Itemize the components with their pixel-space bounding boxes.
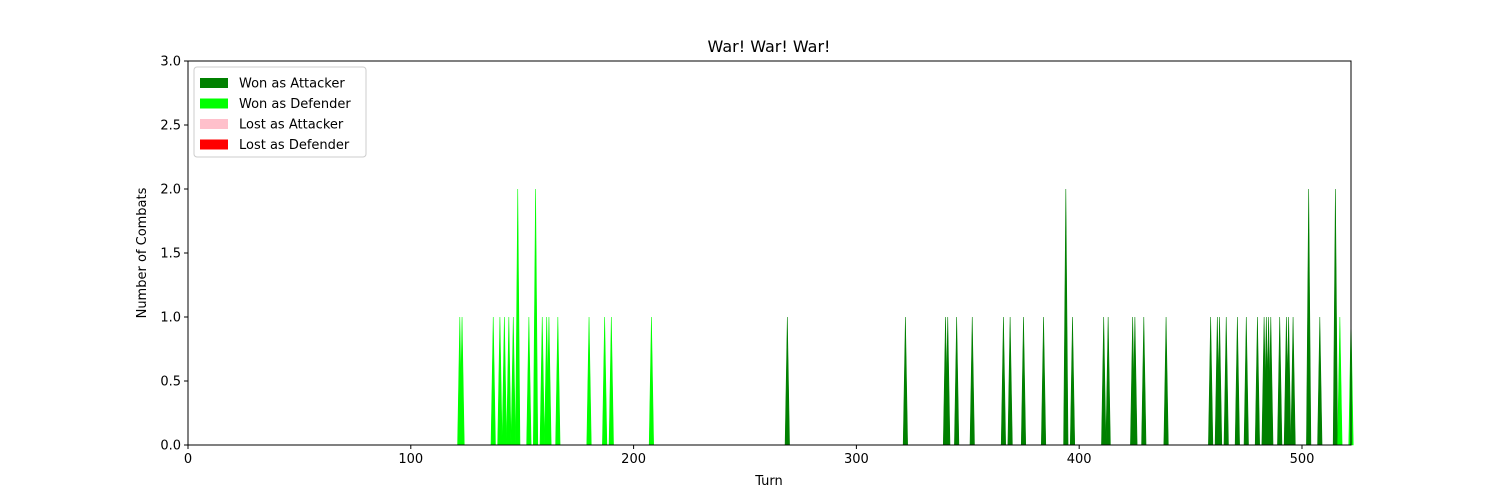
y-tick-label: 3.0 — [160, 55, 181, 70]
legend-swatch — [200, 139, 228, 150]
legend-box — [193, 66, 367, 158]
x-axis-label: Turn — [754, 474, 783, 489]
y-tick-label: 0.0 — [160, 439, 181, 454]
y-tick-label: 1.5 — [160, 247, 181, 262]
y-tick-label: 2.5 — [160, 119, 181, 134]
y-axis-label: Number of Combats — [135, 187, 150, 318]
series-won-as-defender — [457, 188, 1354, 446]
y-tick-label: 0.5 — [160, 375, 181, 390]
x-tick-label: 0 — [184, 452, 192, 467]
series-layer — [457, 188, 1354, 446]
plot-background — [188, 61, 1351, 445]
legend-label: Lost as Attacker — [239, 118, 344, 133]
legend-label: Lost as Defender — [239, 138, 350, 153]
series-won-as-attacker — [784, 188, 1338, 446]
legend-swatch — [200, 98, 228, 109]
y-tick-label: 1.0 — [160, 311, 181, 326]
legend-label: Won as Attacker — [239, 77, 345, 92]
x-axis: 0 100 200 300 400 500 — [184, 445, 1315, 467]
x-tick-label: 100 — [398, 452, 423, 467]
y-axis: 0.0 0.5 1.0 1.5 2.0 2.5 3.0 — [160, 55, 188, 454]
legend-swatch — [200, 78, 228, 88]
y-tick-label: 2.0 — [160, 183, 181, 198]
x-tick-label: 200 — [621, 452, 646, 467]
legend-label: Won as Defender — [239, 97, 351, 112]
x-tick-label: 500 — [1290, 452, 1315, 467]
x-tick-label: 400 — [1067, 452, 1092, 467]
x-tick-label: 300 — [844, 452, 869, 467]
legend: Won as Attacker Won as Defender Lost as At… — [193, 66, 367, 158]
legend-swatch — [200, 119, 228, 129]
chart-title: War! War! War! — [708, 37, 831, 56]
